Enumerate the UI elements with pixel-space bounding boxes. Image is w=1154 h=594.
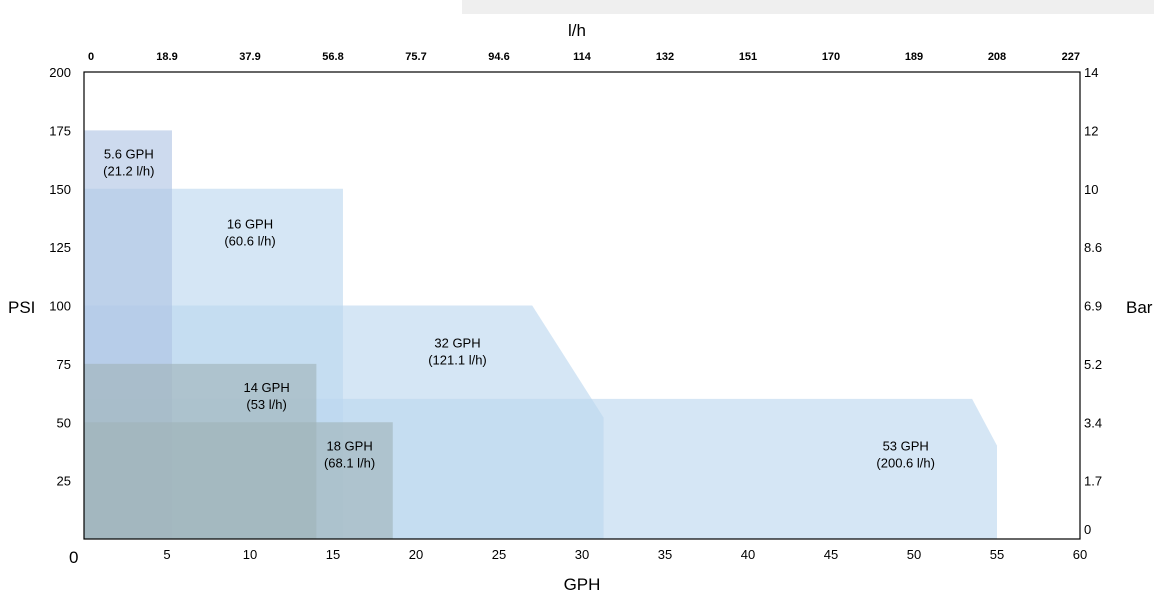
y-tick-right: 10 [1084, 182, 1098, 197]
y-tick-left: 50 [57, 415, 71, 430]
x-tick-bottom: 50 [907, 547, 921, 562]
region-14-gph [84, 363, 317, 539]
region-label: 16 GPH (60.6 l/h) [224, 216, 275, 248]
y-tick-left: 125 [49, 240, 71, 255]
x-tick-bottom: 60 [1073, 547, 1087, 562]
y-tick-left: 75 [57, 357, 71, 372]
left-axis-title: PSI [8, 298, 35, 317]
x-tick-top: 114 [573, 51, 592, 63]
y-tick-right: 6.9 [1084, 299, 1102, 314]
region-label: 5.6 GPH (21.2 l/h) [103, 146, 154, 178]
axis-ticks: 5 10 15 20 25 30 35 40 45 50 55 60 0 18.9 37.9 56.8 75.7… [49, 51, 1102, 562]
top-edge-bar [462, 0, 1154, 14]
x-tick-bottom: 5 [163, 547, 170, 562]
x-tick-top: 18.9 [156, 51, 177, 63]
region-label: 14 GPH (53 l/h) [243, 380, 289, 412]
y-tick-left: 200 [49, 65, 71, 80]
x-tick-bottom: 55 [990, 547, 1004, 562]
y-tick-left: 100 [49, 299, 71, 314]
x-tick-bottom: 25 [492, 547, 506, 562]
x-tick-bottom: 30 [575, 547, 589, 562]
y-tick-left: 175 [49, 123, 71, 138]
x-tick-bottom: 10 [243, 547, 257, 562]
x-tick-top: 0 [88, 51, 94, 63]
region-labels: 53 GPH (200.6 l/h) 32 GPH (121.1 l/h) 16 GPH… [103, 146, 935, 470]
x-tick-top: 208 [988, 51, 1006, 63]
x-tick-top: 56.8 [322, 51, 343, 63]
y-tick-right: 12 [1084, 123, 1098, 138]
x-tick-bottom: 45 [824, 547, 838, 562]
right-axis-title: Bar [1126, 298, 1153, 317]
y-tick-left: 25 [57, 474, 71, 489]
plot-frame [83, 71, 1081, 540]
x-tick-top: 94.6 [488, 51, 509, 63]
y-tick-right: 0 [1084, 522, 1091, 537]
origin-label: 0 [69, 548, 78, 567]
x-tick-bottom: 20 [409, 547, 423, 562]
x-tick-top: 75.7 [405, 51, 426, 63]
x-tick-bottom: 15 [326, 547, 340, 562]
y-tick-right: 5.2 [1084, 357, 1102, 372]
x-tick-top: 170 [822, 51, 840, 63]
x-tick-top: 227 [1062, 51, 1080, 63]
x-tick-bottom: 35 [658, 547, 672, 562]
y-tick-right: 3.4 [1084, 415, 1102, 430]
x-tick-top: 37.9 [239, 51, 260, 63]
flow-regions [84, 130, 997, 539]
region-label: 32 GPH (121.1 l/h) [428, 336, 487, 368]
region-label: 18 GPH (68.1 l/h) [324, 438, 375, 470]
region-label: 53 GPH (200.6 l/h) [876, 438, 935, 470]
y-tick-right: 14 [1084, 65, 1098, 80]
x-tick-top: 151 [739, 51, 757, 63]
x-tick-top: 132 [656, 51, 674, 63]
y-tick-left: 150 [49, 182, 71, 197]
y-tick-right: 8.6 [1084, 240, 1102, 255]
x-tick-bottom: 40 [741, 547, 755, 562]
x-tick-top: 189 [905, 51, 923, 63]
bottom-axis-title: GPH [564, 575, 601, 594]
top-axis-title: l/h [568, 21, 586, 40]
y-tick-right: 1.7 [1084, 474, 1102, 489]
